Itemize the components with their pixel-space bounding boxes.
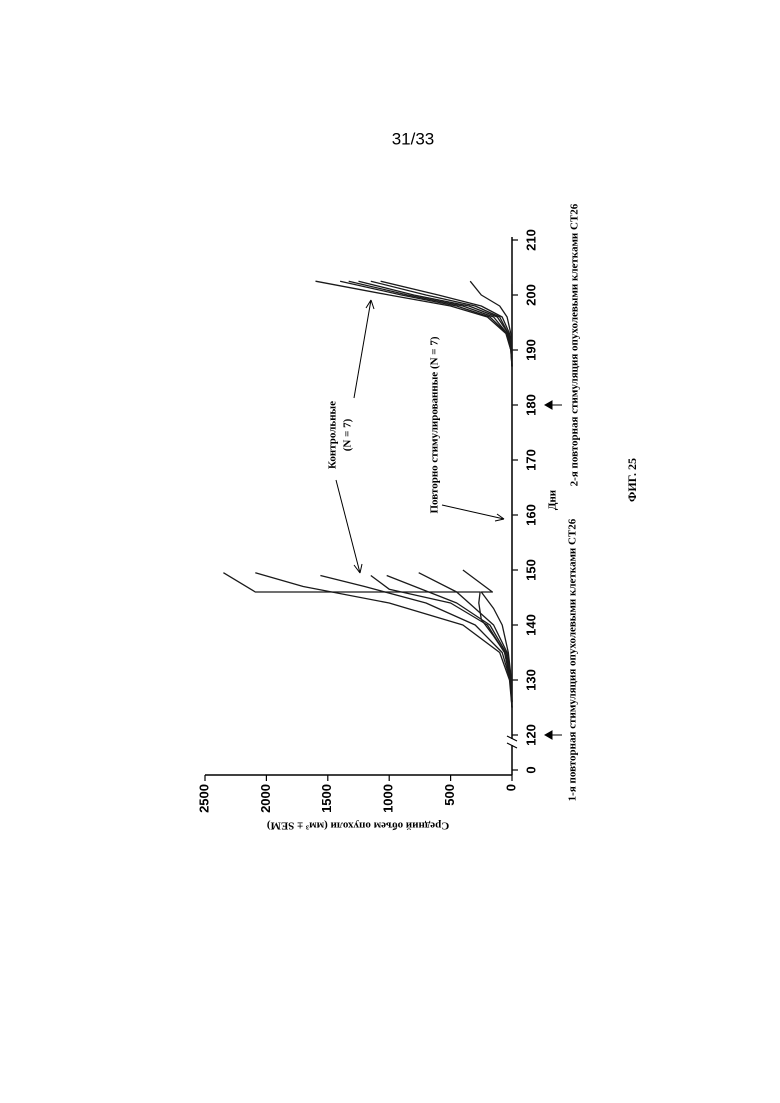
rotated-figure: ФИГ. 25 Средний объем опухоли (мм³ ± SEM… — [196, 203, 638, 831]
annotation: (N = 7) — [342, 418, 354, 451]
x-axis-label: Дни — [547, 489, 559, 510]
data-line — [387, 576, 512, 703]
page-number: 31/33 — [392, 129, 435, 148]
x-tick-label: 170 — [523, 449, 538, 471]
data-line — [463, 570, 512, 702]
arrow — [354, 300, 371, 398]
x-tick-label: 210 — [523, 229, 538, 251]
y-tick-label: 1500 — [319, 784, 334, 813]
x-tick-label: 190 — [523, 339, 538, 361]
data-line — [255, 573, 512, 708]
x-tick-label: 120 — [523, 724, 538, 746]
data-line — [316, 281, 513, 366]
x-tick-label: 150 — [523, 559, 538, 581]
annotation: 2-я повторная стимуляция опухолевыми кле… — [569, 203, 581, 486]
arrow-head — [545, 401, 552, 409]
annotation: Повторно стимулированные (N = 7) — [429, 336, 441, 513]
y-tick-label: 500 — [442, 784, 457, 806]
x-tick-label: 140 — [523, 614, 538, 636]
y-tick-label: 2000 — [258, 784, 273, 813]
x-tick-label: 180 — [523, 394, 538, 416]
y-tick-label: 0 — [503, 784, 518, 791]
y-tick-label: 1000 — [381, 784, 396, 813]
arrow-head — [545, 731, 552, 739]
arrow — [442, 505, 504, 519]
data-line — [340, 281, 512, 366]
data-line — [371, 281, 512, 366]
y-tick-label: 2500 — [196, 784, 211, 813]
figure-caption: ФИГ. 25 — [625, 458, 639, 502]
x-tick-label: 200 — [523, 284, 538, 306]
x-tick-label: 130 — [523, 669, 538, 691]
annotation: Контрольные — [327, 401, 339, 469]
x-tick-label: 0 — [523, 766, 538, 773]
x-tick-label: 160 — [523, 504, 538, 526]
annotation: 1-я повторная стимуляция опухолевыми кле… — [567, 518, 579, 801]
data-line — [223, 573, 512, 708]
data-line — [381, 281, 512, 366]
chart: 31/33 ФИГ. 25 Средний объем опухоли (мм³… — [0, 0, 780, 1103]
y-axis-label: Средний объем опухоли (мм³ ± SEM) — [266, 819, 449, 831]
arrow — [336, 480, 360, 573]
page: {"page_number": "31/33", "caption": "ФИГ… — [0, 0, 780, 1103]
